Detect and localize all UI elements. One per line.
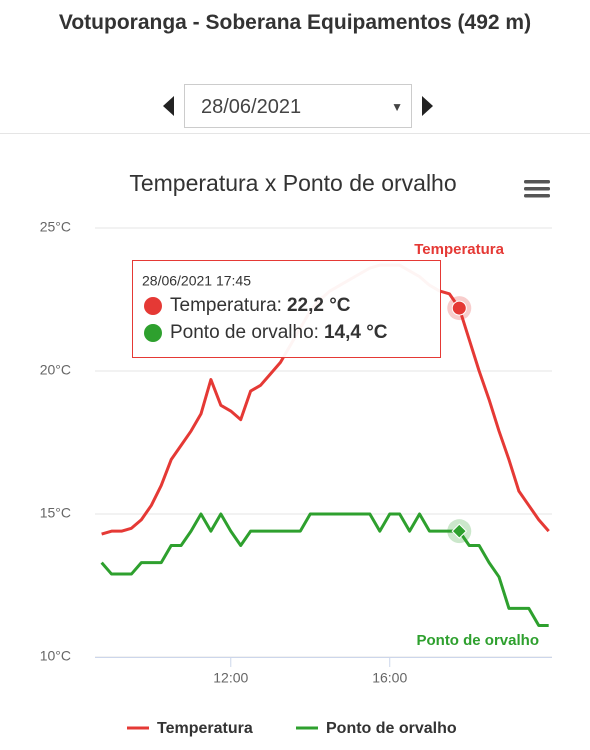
menu-button[interactable] (524, 180, 550, 198)
next-day[interactable] (422, 96, 433, 116)
chart-title: Temperatura x Ponto de orvalho (129, 170, 456, 196)
tooltip-header: 28/06/2021 17:45 (142, 273, 251, 289)
y-tick-label: 20°C (40, 362, 71, 378)
date-select[interactable]: 28/06/2021 ▼ (184, 84, 412, 128)
tooltip-row: Ponto de orvalho: 14,4 °C (170, 322, 388, 343)
tooltip: 28/06/2021 17:45 Temperatura: 22,2 °C Ponto… (132, 260, 441, 358)
x-tick-label: 12:00 (213, 670, 248, 686)
series-label: Temperatura (414, 241, 504, 258)
series-line (100, 512, 549, 628)
hover-marker (451, 300, 467, 316)
series-label: Ponto de orvalho (416, 632, 539, 649)
date-value: 28/06/2021 (201, 96, 302, 118)
x-tick-label: 16:00 (372, 670, 407, 686)
separator (0, 133, 590, 134)
tooltip-value: 14,4 °C (324, 322, 388, 343)
y-tick-label: 15°C (40, 505, 71, 521)
legend-label[interactable]: Temperatura (157, 720, 253, 737)
tooltip-label: Temperatura: (170, 295, 282, 316)
menu-bar (524, 194, 550, 198)
menu-bar (524, 180, 550, 184)
tooltip-dot (144, 297, 162, 315)
menu-bar (524, 187, 550, 191)
prev-day[interactable] (163, 96, 174, 116)
hover-marker (451, 523, 467, 539)
tooltip-box (132, 260, 441, 358)
tooltip-value: 22,2 °C (287, 295, 351, 316)
date-bar: 28/06/2021 ▼ (0, 84, 590, 130)
caret: ▼ (391, 100, 403, 114)
y-tick-label: 10°C (40, 648, 71, 664)
station-title: Votuporanga - Soberana Equipamentos (492… (58, 11, 532, 34)
tooltip-dot (144, 324, 162, 342)
tooltip-row: Temperatura: 22,2 °C (170, 295, 351, 316)
legend-label[interactable]: Ponto de orvalho (326, 720, 457, 737)
tooltip-label: Ponto de orvalho: (170, 322, 319, 343)
y-tick-label: 25°C (40, 219, 71, 235)
